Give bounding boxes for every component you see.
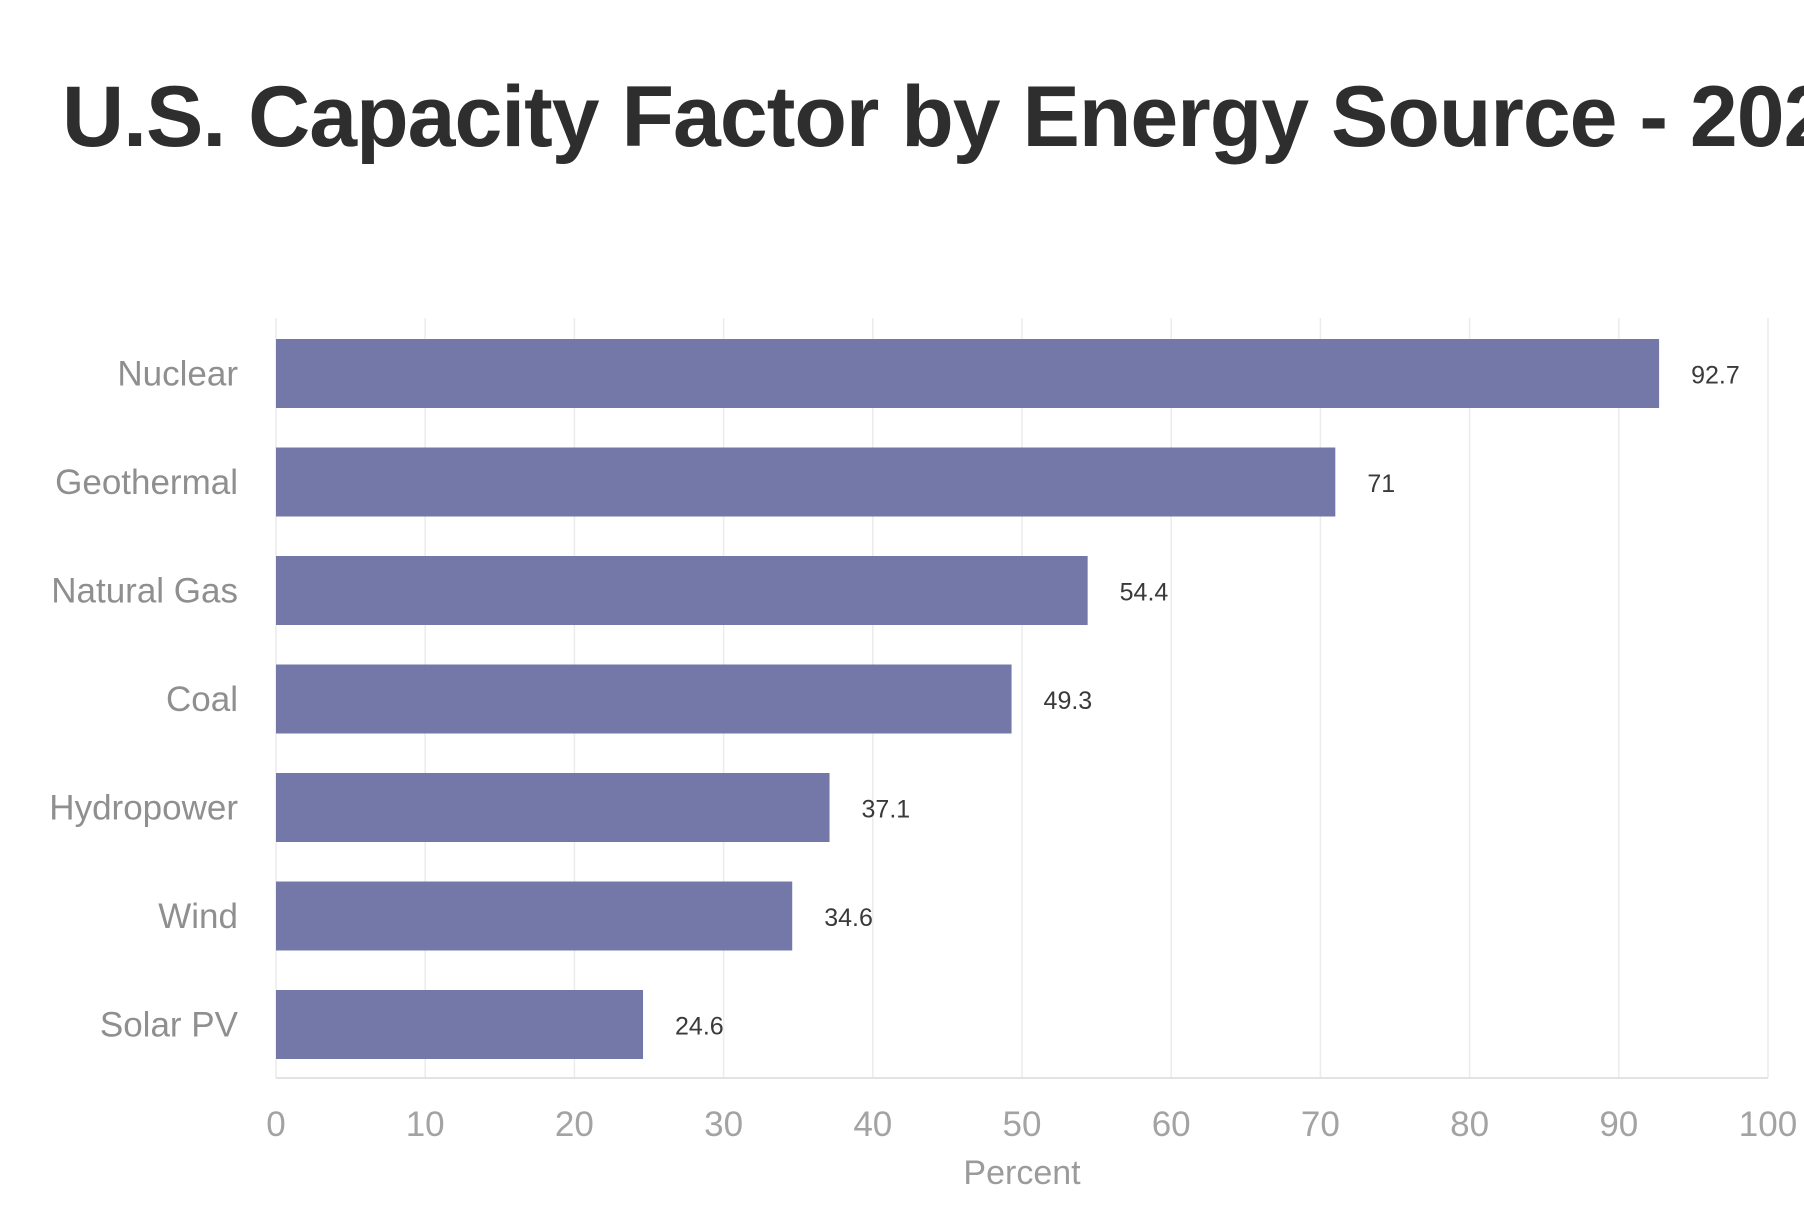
bar-value-label: 24.6 <box>675 1013 724 1041</box>
bar-value-label: 37.1 <box>862 796 911 824</box>
y-category-label: Natural Gas <box>51 572 238 611</box>
x-axis-title: Percent <box>963 1154 1081 1192</box>
y-category-label: Coal <box>166 680 238 719</box>
bar-value-label: 34.6 <box>824 904 873 932</box>
y-category-label: Wind <box>158 897 238 936</box>
x-tick-label: 10 <box>406 1105 445 1144</box>
x-tick-label: 0 <box>266 1105 285 1144</box>
bars <box>276 339 1660 1059</box>
labels: 0 10 20 30 40 50 60 70 80 90 100 Nuclear 92.7 Geother… <box>49 355 1797 1145</box>
y-category-label: Hydropower <box>49 789 238 828</box>
x-tick-label: 50 <box>1003 1105 1042 1144</box>
bar-coal <box>276 664 1012 734</box>
x-tick-label: 70 <box>1301 1105 1340 1144</box>
y-category-label: Nuclear <box>117 355 238 394</box>
bar-value-label: 92.7 <box>1691 362 1740 390</box>
x-tick-label: 40 <box>853 1105 892 1144</box>
bar-value-label: 71 <box>1367 470 1395 498</box>
bar-solar-pv <box>276 990 644 1059</box>
x-tick-label: 30 <box>704 1105 743 1144</box>
y-category-label: Solar PV <box>100 1006 239 1045</box>
bar-geothermal <box>276 447 1336 517</box>
bar-natural-gas <box>276 556 1088 625</box>
x-tick-label: 60 <box>1152 1105 1191 1144</box>
x-tick-label: 90 <box>1599 1105 1638 1144</box>
y-category-label: Geothermal <box>55 463 238 502</box>
x-tick-label: 20 <box>555 1105 594 1144</box>
bar-value-label: 49.3 <box>1044 687 1093 715</box>
bar-hydropower <box>276 773 830 842</box>
bar-wind <box>276 881 793 951</box>
x-tick-label: 80 <box>1450 1105 1489 1144</box>
chart-title: U.S. Capacity Factor by Energy Source - … <box>62 69 1804 165</box>
bar-value-label: 54.4 <box>1120 579 1169 607</box>
x-tick-label: 100 <box>1739 1105 1797 1144</box>
bar-nuclear <box>276 339 1660 408</box>
